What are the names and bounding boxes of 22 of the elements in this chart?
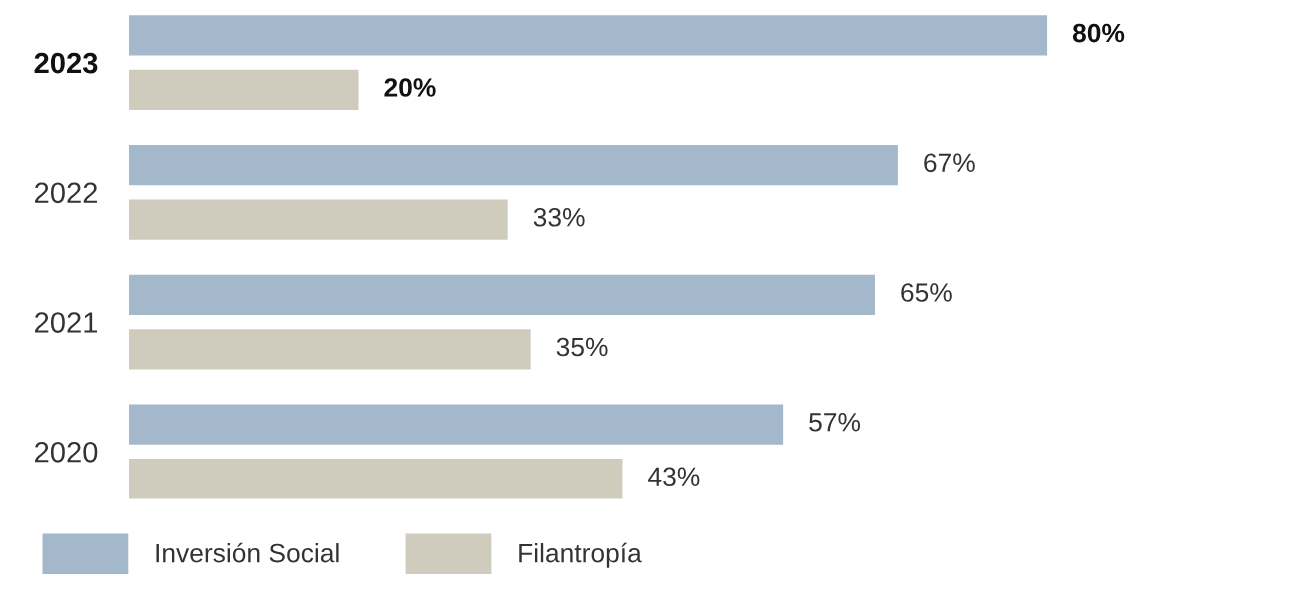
bar [129, 15, 1048, 56]
y-tick-label: 2023 [34, 52, 98, 74]
data-label: 43% [648, 467, 700, 487]
bar [129, 329, 531, 370]
bar [129, 199, 508, 240]
data-label: 80% [1072, 23, 1125, 43]
y-tick-label: 2022 [35, 182, 97, 204]
bar [129, 458, 623, 499]
data-label: 35% [556, 337, 608, 357]
data-label: 20% [384, 78, 436, 97]
y-tick-label: 2021 [35, 312, 98, 333]
legend-label: Filantropía [519, 542, 642, 568]
bar [129, 69, 359, 110]
y-tick-label: 2020 [35, 441, 98, 463]
bar [129, 404, 784, 445]
legend-label: Inversión Social [156, 542, 339, 563]
data-label: 67% [924, 153, 975, 173]
bar [129, 274, 875, 315]
data-label: 65% [901, 283, 952, 302]
data-label: 57% [809, 413, 861, 432]
data-label: 33% [533, 207, 585, 227]
bar [129, 144, 898, 186]
